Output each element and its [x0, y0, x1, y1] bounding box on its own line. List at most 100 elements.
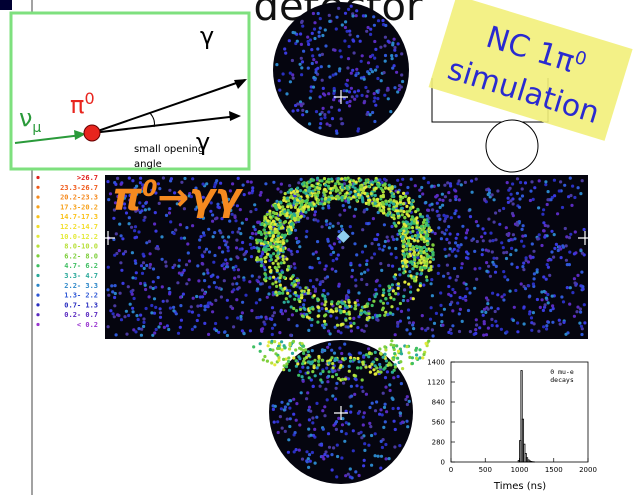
pmt-hit: [377, 455, 380, 458]
pmt-hit: [301, 458, 304, 461]
pmt-hit: [297, 181, 300, 184]
pmt-hit: [395, 54, 398, 57]
pmt-hit: [270, 258, 273, 261]
pmt-hit: [384, 443, 387, 446]
pmt-hit: [266, 199, 269, 202]
pmt-hit: [389, 311, 392, 314]
pmt-hit: [500, 241, 503, 244]
pmt-hit: [418, 348, 421, 351]
pmt-hit: [228, 220, 231, 223]
pmt-hit: [306, 36, 309, 39]
pmt-hit: [325, 307, 328, 310]
pmt-hit: [579, 311, 582, 314]
pmt-hit: [317, 298, 320, 301]
pmt-hit: [522, 268, 525, 271]
pmt-hit: [475, 318, 478, 321]
pmt-hit: [331, 370, 334, 373]
pmt-hit: [324, 388, 327, 391]
pmt-hit: [371, 316, 374, 319]
pmt-hit: [321, 225, 324, 228]
pmt-hit: [565, 235, 568, 238]
pmt-hit: [324, 28, 327, 31]
pmt-hit: [233, 277, 236, 280]
pmt-hit: [285, 297, 288, 300]
pmt-hit: [485, 249, 488, 252]
pmt-hit: [579, 307, 582, 310]
pmt-hit: [274, 223, 277, 226]
pmt-hit: [393, 352, 396, 355]
pmt-hit: [414, 210, 417, 213]
pmt-hit: [143, 267, 146, 270]
pmt-hit: [296, 199, 299, 202]
pmt-hit: [308, 418, 311, 421]
pmt-hit: [329, 191, 332, 194]
pmt-hit: [356, 366, 359, 369]
pmt-hit: [360, 272, 363, 275]
pmt-hit: [294, 283, 297, 286]
pmt-hit: [464, 236, 467, 239]
pmt-hit: [514, 249, 517, 252]
pmt-hit: [410, 178, 413, 181]
pmt-hit: [263, 228, 266, 231]
pmt-hit: [400, 52, 403, 55]
pmt-hit: [361, 198, 364, 201]
pmt-hit: [348, 104, 351, 107]
pmt-hit: [191, 311, 194, 314]
pmt-hit: [351, 232, 354, 235]
pmt-hit: [391, 43, 394, 46]
pmt-hit: [418, 195, 421, 198]
pmt-hit: [287, 318, 290, 321]
pmt-hit: [203, 322, 206, 325]
pmt-hit: [210, 303, 213, 306]
pmt-hit: [384, 200, 387, 203]
pmt-hit: [307, 292, 310, 295]
pmt-hit: [277, 262, 280, 265]
pmt-hit: [397, 287, 400, 290]
pmt-hit: [264, 249, 267, 252]
pmt-hit: [453, 291, 456, 294]
pmt-hit: [352, 449, 355, 452]
pmt-hit: [295, 419, 298, 422]
pmt-hit: [540, 244, 543, 247]
pmt-hit: [305, 110, 308, 113]
pmt-hit: [321, 359, 324, 362]
pmt-hit: [274, 405, 277, 408]
pmt-hit: [309, 38, 312, 41]
pmt-hit: [451, 309, 454, 312]
pmt-hit: [279, 284, 282, 287]
pmt-hit: [392, 407, 395, 410]
pmt-hit: [546, 225, 549, 228]
pmt-hit: [159, 316, 162, 319]
pmt-hit: [397, 350, 400, 353]
pmt-hit: [308, 316, 311, 319]
pmt-hit: [283, 210, 286, 213]
pmt-hit: [180, 237, 183, 240]
pmt-hit: [568, 236, 571, 239]
pmt-hit: [465, 256, 468, 259]
pmt-hit: [271, 306, 274, 309]
pmt-hit: [324, 313, 327, 316]
pmt-hit: [268, 266, 271, 269]
pmt-hit: [315, 402, 318, 405]
pmt-hit: [292, 398, 295, 401]
pmt-hit: [110, 284, 113, 287]
pmt-hit: [359, 178, 362, 181]
pmt-hit: [358, 474, 361, 477]
pmt-hit: [295, 237, 298, 240]
pmt-hit: [390, 187, 393, 190]
pmt-hit: [293, 262, 296, 265]
pmt-hit: [399, 198, 402, 201]
pmt-hit: [288, 425, 291, 428]
pmt-hit: [165, 265, 168, 268]
pmt-hit: [274, 247, 277, 250]
pmt-hit: [289, 399, 292, 402]
pmt-hit: [349, 33, 352, 36]
pmt-hit: [359, 366, 362, 369]
pmt-hit: [353, 98, 356, 101]
pmt-hit: [422, 353, 425, 356]
pmt-hit: [115, 232, 118, 235]
pmt-hit: [313, 21, 316, 24]
pmt-hit: [113, 296, 116, 299]
pmt-hit: [300, 57, 303, 60]
pmt-hit: [300, 391, 303, 394]
